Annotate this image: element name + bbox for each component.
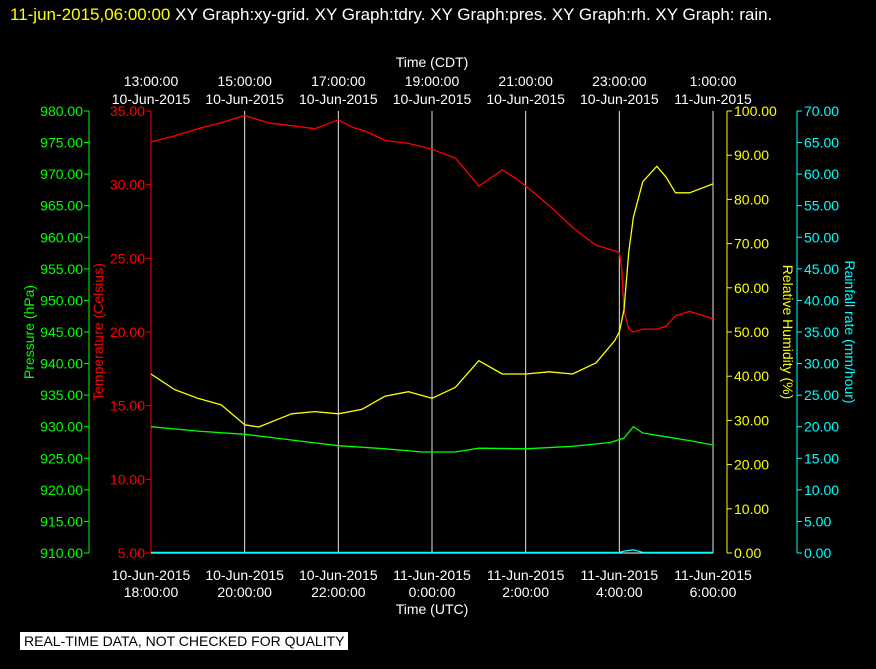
temperature-tick-label: 25.00 xyxy=(110,250,145,266)
rain-tick-label: 40.00 xyxy=(804,292,839,308)
pressure-tick-label: 915.00 xyxy=(40,513,83,529)
rain-axis-label: Rainfall rate (mm/hour) xyxy=(842,260,858,403)
quality-disclaimer: REAL-TIME DATA, NOT CHECKED FOR QUALITY xyxy=(20,632,349,650)
pressure-tick-label: 930.00 xyxy=(40,419,83,435)
x-top-tick-time: 17:00:00 xyxy=(311,73,366,89)
x-top-tick-time: 1:00:00 xyxy=(690,73,737,89)
x-bottom-tick-date: 10-Jun-2015 xyxy=(112,567,191,583)
x-top-tick-date: 10-Jun-2015 xyxy=(299,91,378,107)
x-top-tick-date: 11-Jun-2015 xyxy=(674,91,752,107)
rain-tick-label: 35.00 xyxy=(804,324,839,340)
x-top-tick-date: 10-Jun-2015 xyxy=(393,91,472,107)
x-top-axis-label: Time (CDT) xyxy=(396,54,469,70)
humidity-tick-label: 80.00 xyxy=(734,191,769,207)
x-bottom-tick-time: 22:00:00 xyxy=(311,584,366,600)
x-top-tick-time: 23:00:00 xyxy=(592,73,647,89)
rain-tick-label: 45.00 xyxy=(804,261,839,277)
x-bottom-tick-time: 2:00:00 xyxy=(502,584,549,600)
pressure-tick-label: 950.00 xyxy=(40,292,83,308)
header-timestamp: 11-jun-2015,06:00:00 xyxy=(10,5,171,24)
x-bottom-tick-date: 10-Jun-2015 xyxy=(205,567,284,583)
humidity-tick-label: 100.00 xyxy=(734,103,777,119)
x-bottom-tick-date: 11-Jun-2015 xyxy=(674,567,752,583)
pressure-tick-label: 940.00 xyxy=(40,356,83,372)
humidity-tick-label: 50.00 xyxy=(734,324,769,340)
x-bottom-tick-time: 6:00:00 xyxy=(690,584,737,600)
temperature-tick-label: 10.00 xyxy=(110,471,145,487)
rain-series-line xyxy=(151,549,713,554)
rain-tick-label: 50.00 xyxy=(804,229,839,245)
rain-tick-label: 65.00 xyxy=(804,135,839,151)
pressure-tick-label: 980.00 xyxy=(40,103,83,119)
humidity-axis-label: Relative Humidity (%) xyxy=(780,265,796,400)
humidity-tick-label: 20.00 xyxy=(734,457,769,473)
humidity-tick-label: 10.00 xyxy=(734,501,769,517)
pressure-tick-label: 925.00 xyxy=(40,450,83,466)
rain-tick-label: 70.00 xyxy=(804,103,839,119)
x-top-tick-time: 19:00:00 xyxy=(405,73,460,89)
humidity-series-line xyxy=(150,165,714,428)
x-top-tick-date: 10-Jun-2015 xyxy=(486,91,565,107)
pressure-tick-label: 945.00 xyxy=(40,324,83,340)
temperature-tick-label: 5.00 xyxy=(118,545,145,561)
chart-header-title: 11-jun-2015,06:00:00 XY Graph:xy-grid. X… xyxy=(10,2,870,28)
pressure-tick-label: 965.00 xyxy=(40,198,83,214)
temperature-tick-label: 30.00 xyxy=(110,177,145,193)
temperature-tick-label: 15.00 xyxy=(110,398,145,414)
rain-tick-label: 30.00 xyxy=(804,356,839,372)
x-top-tick-time: 13:00:00 xyxy=(124,73,179,89)
humidity-tick-label: 0.00 xyxy=(734,545,761,561)
humidity-tick-label: 30.00 xyxy=(734,412,769,428)
rain-tick-label: 20.00 xyxy=(804,419,839,435)
pressure-tick-label: 910.00 xyxy=(40,545,83,561)
pressure-tick-label: 955.00 xyxy=(40,261,83,277)
rain-tick-label: 60.00 xyxy=(804,166,839,182)
x-top-tick-date: 10-Jun-2015 xyxy=(580,91,659,107)
x-bottom-tick-date: 11-Jun-2015 xyxy=(393,567,471,583)
rain-tick-label: 0.00 xyxy=(804,545,831,561)
rain-tick-label: 10.00 xyxy=(804,482,839,498)
pressure-series-line xyxy=(150,426,714,453)
header-graph-list: XY Graph:xy-grid. XY Graph:tdry. XY Grap… xyxy=(175,5,773,24)
x-top-tick-time: 15:00:00 xyxy=(217,73,272,89)
temperature-axis-label: Temperature (Celsius) xyxy=(90,263,106,401)
x-top-tick-date: 10-Jun-2015 xyxy=(112,91,191,107)
x-top-tick-time: 21:00:00 xyxy=(498,73,553,89)
temperature-tick-label: 35.00 xyxy=(110,103,145,119)
rain-tick-label: 5.00 xyxy=(804,513,831,529)
pressure-tick-label: 935.00 xyxy=(40,387,83,403)
x-bottom-tick-time: 20:00:00 xyxy=(217,584,272,600)
x-bottom-tick-date: 10-Jun-2015 xyxy=(299,567,378,583)
humidity-tick-label: 70.00 xyxy=(734,236,769,252)
x-top-tick-date: 10-Jun-2015 xyxy=(205,91,284,107)
humidity-tick-label: 90.00 xyxy=(734,147,769,163)
temperature-series-line xyxy=(150,114,714,333)
x-bottom-tick-date: 11-Jun-2015 xyxy=(581,567,659,583)
temperature-tick-label: 20.00 xyxy=(110,324,145,340)
pressure-tick-label: 975.00 xyxy=(40,135,83,151)
pressure-axis-label: Pressure (hPa) xyxy=(21,285,37,379)
humidity-tick-label: 40.00 xyxy=(734,368,769,384)
rain-tick-label: 15.00 xyxy=(804,450,839,466)
rain-tick-label: 25.00 xyxy=(804,387,839,403)
pressure-tick-label: 960.00 xyxy=(40,229,83,245)
pressure-tick-label: 920.00 xyxy=(40,482,83,498)
x-bottom-axis-label: Time (UTC) xyxy=(396,601,469,617)
x-bottom-tick-time: 0:00:00 xyxy=(409,584,456,600)
rain-tick-label: 55.00 xyxy=(804,198,839,214)
x-bottom-tick-time: 18:00:00 xyxy=(124,584,179,600)
pressure-tick-label: 970.00 xyxy=(40,166,83,182)
x-bottom-tick-time: 4:00:00 xyxy=(596,584,643,600)
humidity-tick-label: 60.00 xyxy=(734,280,769,296)
x-bottom-tick-date: 11-Jun-2015 xyxy=(487,567,565,583)
